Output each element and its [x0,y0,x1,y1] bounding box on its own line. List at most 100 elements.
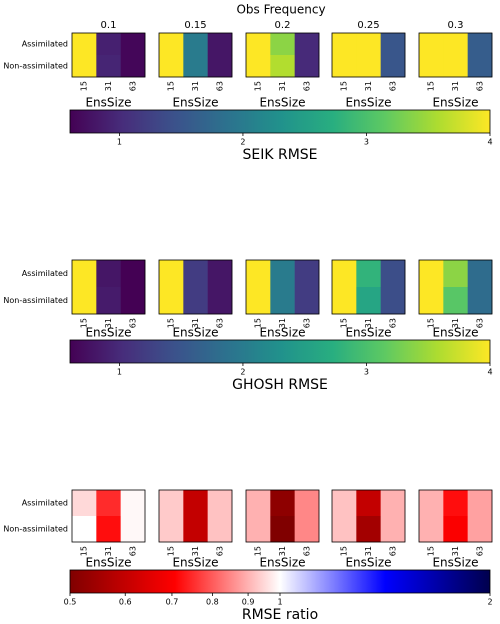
panel-frame [331,259,406,315]
colorbar-tick-label: 0.7 [166,598,179,607]
x-tick-label: 63 [128,318,137,328]
heat-cell [183,33,208,56]
heat-cell [120,260,146,288]
y-tick-label: Non-assimilated [3,62,68,71]
colorbar [69,109,491,134]
panel-frame [331,489,406,543]
colorbar-tick-label: 0.6 [119,598,132,607]
colorbar-tick-label: 0.8 [206,598,219,607]
heat-cell [72,287,97,315]
heat-cell [294,516,320,543]
panel-title: 0.2 [275,20,291,31]
heat-cell [207,55,233,78]
heat-cell [72,516,97,543]
x-tick-label: 31 [278,81,287,91]
y-tick-label: Assimilated [22,269,68,278]
panel-frame [158,259,233,315]
heat-cell [294,490,320,517]
x-tick-label: 15 [80,546,89,556]
x-tick-label: 63 [215,546,224,556]
heat-cell [419,490,444,517]
heat-cell [120,287,146,315]
x-axis-label: EnsSize [85,96,131,110]
heat-cell [183,55,208,78]
heat-cell [419,55,444,78]
heat-cell [467,516,493,543]
x-tick-label: 15 [340,318,349,328]
heat-cell [332,55,357,78]
panel-frame [71,32,146,78]
heat-cell [270,490,295,517]
colorbar-label: GHOSH RMSE [232,377,328,393]
heat-cell [246,516,271,543]
heat-cell [96,260,121,288]
heat-cell [96,55,121,78]
colorbar-tick-label: 2 [240,368,245,377]
heat-cell [380,33,406,56]
heat-cell [96,516,121,543]
heat-cell [96,490,121,517]
heat-cell [356,260,381,288]
heat-cell [443,55,468,78]
heat-cell [332,260,357,288]
x-axis-label: EnsSize [432,96,478,110]
x-tick-label: 31 [104,546,113,556]
panel-frame [71,489,146,543]
heat-cell [380,516,406,543]
colorbar-tick-label: 3 [364,368,369,377]
heat-cell [120,516,146,543]
colorbar-tick-label: 1 [277,598,282,607]
panel-frame [245,32,320,78]
x-tick-label: 63 [388,81,397,91]
x-tick-label: 63 [215,81,224,91]
heat-cell [207,287,233,315]
heat-cell [120,33,146,56]
x-axis-label: EnsSize [259,556,305,570]
heat-cell [159,490,184,517]
x-tick-label: 15 [340,546,349,556]
panel-frame [245,489,320,543]
x-tick-label: 15 [80,318,89,328]
heat-cell [294,260,320,288]
x-axis-label: EnsSize [172,96,218,110]
y-tick-label: Non-assimilated [3,525,68,534]
heat-cell [332,33,357,56]
x-tick-label: 15 [167,546,176,556]
panel-frame [245,259,320,315]
panel-title: 0.25 [357,20,379,31]
heat-cell [207,490,233,517]
x-tick-label: 15 [427,81,436,91]
heat-cell [443,260,468,288]
heat-cell [159,33,184,56]
heat-cell [270,260,295,288]
heat-cell [246,287,271,315]
x-tick-label: 15 [167,318,176,328]
heat-cell [183,516,208,543]
heat-cell [120,490,146,517]
figure-title: Obs Frequency [236,3,325,17]
x-tick-label: 15 [254,81,263,91]
x-axis-label: EnsSize [345,96,391,110]
heat-cell [270,287,295,315]
x-tick-label: 63 [128,546,137,556]
x-tick-label: 63 [128,81,137,91]
colorbar-tick-label: 4 [487,138,492,147]
panel-frame [331,32,406,78]
heat-cell [467,287,493,315]
heat-cell [96,287,121,315]
colorbar-tick-label: 2 [240,138,245,147]
x-tick-label: 15 [254,318,263,328]
heat-cell [246,490,271,517]
panel-title: 0.15 [184,20,206,31]
heat-cell [72,55,97,78]
heat-cell [419,287,444,315]
heat-cell [294,287,320,315]
heat-cell [443,287,468,315]
heat-cell [419,260,444,288]
heat-cell [270,55,295,78]
panel-title: 0.3 [448,20,464,31]
heat-cell [159,516,184,543]
colorbar [69,569,491,594]
heat-cell [443,516,468,543]
